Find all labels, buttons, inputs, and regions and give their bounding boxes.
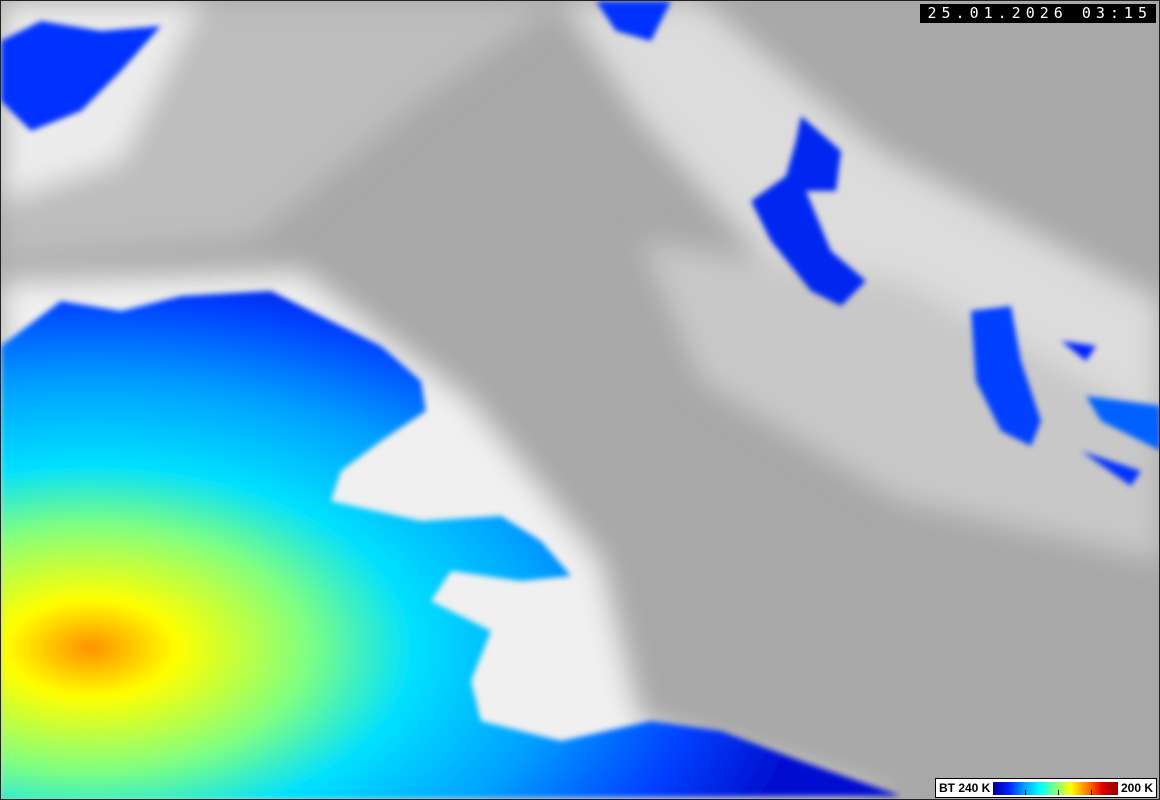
brightness-temperature-legend: BT 240 K 200 K <box>935 778 1157 798</box>
legend-colorbar <box>993 781 1118 795</box>
timestamp: 25.01.2026 03:15 <box>919 4 1156 23</box>
colorbar-tick <box>1091 789 1093 795</box>
legend-min-label: BT 240 K <box>939 781 991 795</box>
colorbar-tick <box>1025 789 1027 795</box>
colorbar-tick <box>1058 789 1060 795</box>
legend-max-label: 200 K <box>1120 781 1153 795</box>
